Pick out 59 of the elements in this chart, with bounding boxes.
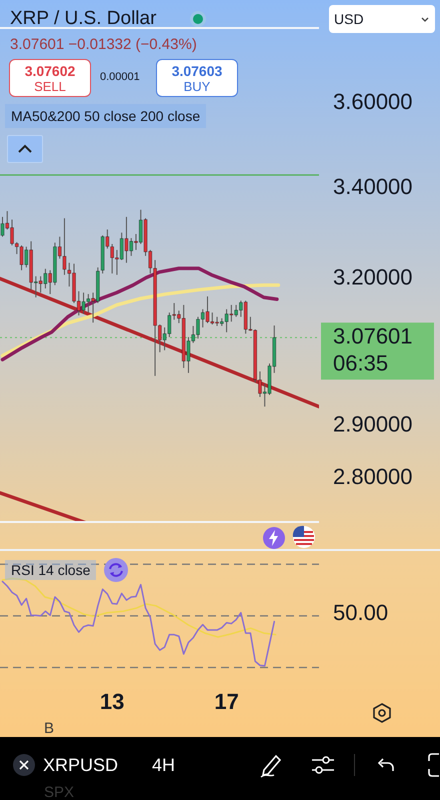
candlestick: [162, 326, 166, 351]
candlestick: [172, 302, 176, 320]
x-tick-label: 17: [214, 688, 239, 714]
candlestick: [48, 270, 52, 295]
candlestick: [224, 308, 228, 333]
annotation: BUY: [182, 79, 212, 95]
y-tick-label: 3.60000: [333, 88, 413, 114]
candlestick: [58, 236, 62, 260]
candlestick: [106, 228, 110, 250]
ref-line-label: 3.07601: [333, 324, 413, 349]
text: SPX: [44, 784, 74, 800]
candlestick: [234, 304, 238, 318]
candlestick: [158, 324, 162, 353]
candlestick: [76, 290, 81, 316]
candlestick: [62, 218, 66, 276]
text: B: [44, 720, 54, 737]
candlestick: [44, 268, 48, 289]
candlestick: [124, 216, 128, 264]
text: USD: [334, 11, 364, 27]
text: 3.07601 −0.01332 (−0.43%): [10, 36, 197, 53]
annotation: 3.07603: [170, 63, 224, 79]
candlestick: [120, 232, 124, 261]
text: XRPUSD: [43, 755, 118, 776]
candlestick: [14, 242, 19, 255]
text: 06:35: [333, 350, 388, 376]
annotation: SELL: [33, 79, 67, 95]
annotation: 3.07602: [24, 63, 76, 79]
candlestick: [200, 308, 205, 328]
y-tick-label: 3.20000: [333, 264, 413, 290]
annotation: MA50&200 50 close 200 close: [5, 104, 206, 128]
text: 50.00: [333, 600, 388, 625]
chart-title: XRP / U.S. Dollar: [10, 8, 156, 30]
x-tick-label: 13: [100, 688, 124, 714]
candlestick: [258, 370, 262, 398]
candlestick: [177, 310, 181, 324]
candlestick: [34, 276, 38, 298]
y-tick-label: 2.80000: [333, 464, 413, 489]
annotation: 0.00001: [100, 71, 140, 83]
candlestick: [239, 300, 243, 318]
candlestick: [0, 216, 4, 238]
candlestick: [191, 325, 196, 344]
candlestick: [82, 292, 86, 314]
candlestick: [129, 238, 134, 256]
text: 4H: [152, 755, 176, 776]
candlestick: [186, 336, 190, 374]
candlestick: [20, 244, 24, 271]
candlestick: [230, 304, 234, 322]
candlestick: [210, 312, 214, 326]
candlestick: [196, 316, 200, 340]
candlestick: [138, 209, 143, 245]
candlestick: [168, 312, 172, 338]
candlestick: [206, 296, 210, 324]
chart-title: RSI 14 close: [5, 560, 96, 580]
y-tick-label: 3.40000: [333, 174, 413, 200]
candlestick: [110, 244, 114, 274]
candlestick: [115, 249, 119, 276]
candlestick: [248, 316, 252, 332]
y-tick-label: 2.90000: [333, 412, 413, 437]
candlestick: [24, 246, 28, 268]
